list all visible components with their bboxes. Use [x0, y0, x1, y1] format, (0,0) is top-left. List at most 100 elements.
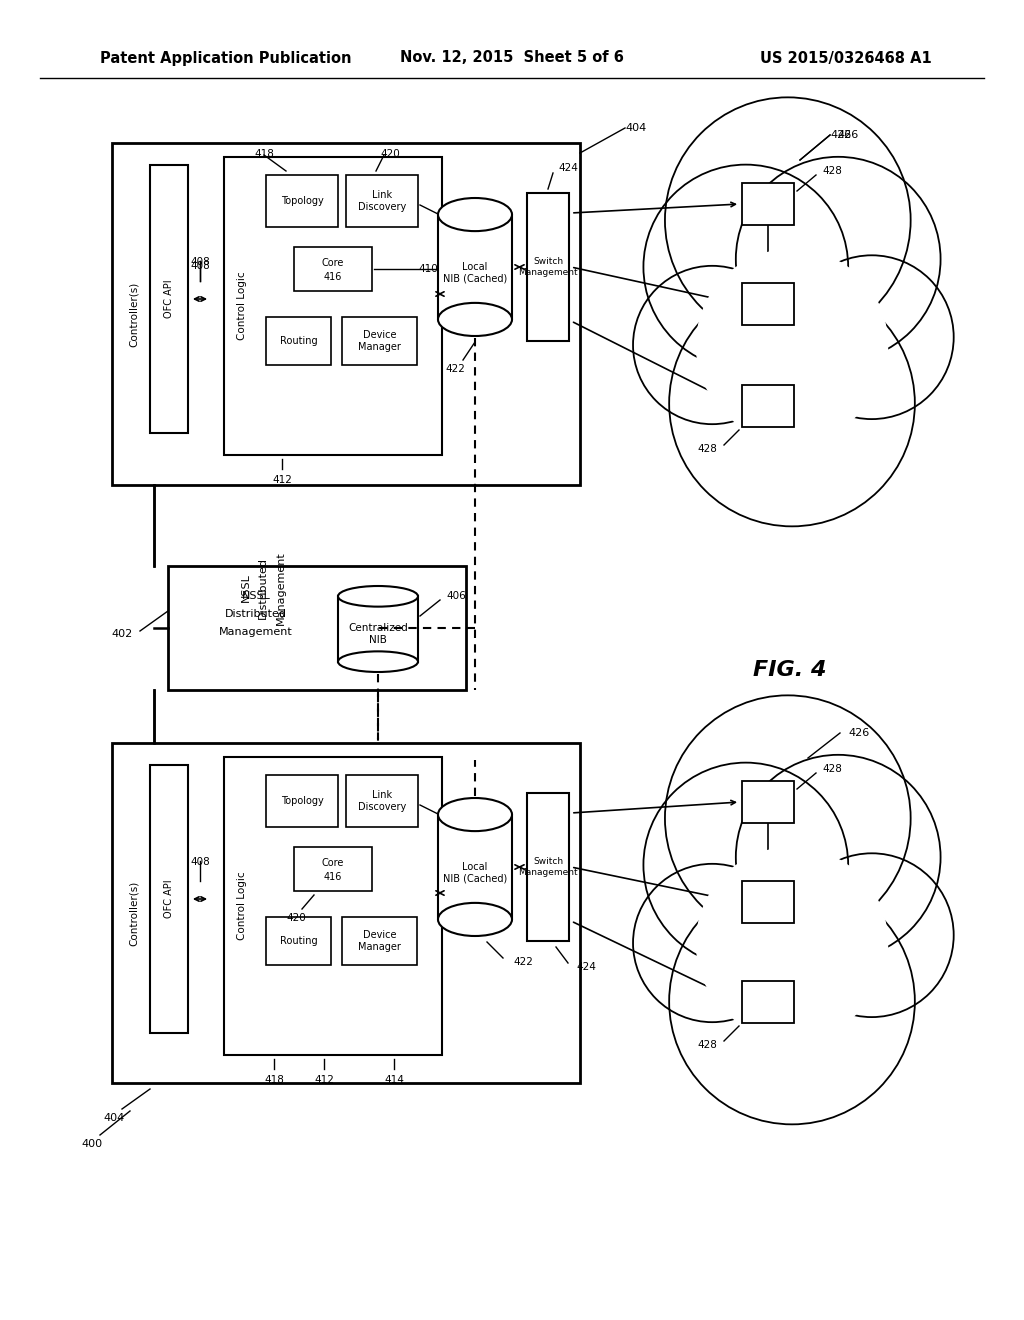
Text: 400: 400	[82, 1139, 102, 1148]
Text: Distributed: Distributed	[258, 557, 268, 619]
Text: OFS: OFS	[763, 892, 773, 912]
Ellipse shape	[438, 799, 512, 832]
Bar	[742, 385, 794, 426]
Bar	[438, 814, 512, 920]
Bar	[438, 215, 512, 319]
Text: 422: 422	[513, 957, 532, 968]
Ellipse shape	[338, 586, 418, 607]
Text: 428: 428	[822, 898, 842, 907]
Bar	[294, 247, 372, 290]
Bar	[224, 157, 442, 455]
Bar	[338, 597, 418, 661]
Bar	[112, 743, 580, 1082]
Text: Routing: Routing	[280, 337, 317, 346]
Text: 416: 416	[324, 873, 342, 882]
Text: 428: 428	[697, 1040, 717, 1049]
Bar	[112, 143, 580, 484]
Text: 424: 424	[558, 162, 578, 173]
Text: OFS: OFS	[763, 194, 773, 214]
Text: 428: 428	[822, 166, 842, 176]
Bar	[150, 165, 188, 433]
Text: 412: 412	[314, 1074, 334, 1085]
Text: 412: 412	[272, 475, 292, 484]
Text: OFS: OFS	[763, 792, 773, 812]
Circle shape	[665, 98, 910, 343]
Text: 428: 428	[697, 444, 717, 454]
Text: Management: Management	[276, 552, 286, 624]
Text: 414: 414	[384, 1074, 403, 1085]
Circle shape	[790, 255, 953, 420]
Text: 426: 426	[837, 129, 858, 140]
Bar	[224, 756, 442, 1055]
Bar	[527, 793, 569, 941]
Circle shape	[643, 165, 848, 370]
Text: Routing: Routing	[280, 936, 317, 946]
Circle shape	[669, 879, 914, 1125]
Text: Switch
Management: Switch Management	[518, 257, 578, 277]
Ellipse shape	[438, 302, 512, 337]
Text: NSSL: NSSL	[242, 591, 270, 601]
Text: OFC API: OFC API	[164, 879, 174, 919]
Text: 402: 402	[112, 630, 133, 639]
Text: Management: Management	[219, 627, 293, 638]
Text: 418: 418	[264, 1074, 284, 1085]
Bar	[168, 566, 466, 690]
Bar	[266, 775, 338, 828]
Text: Link
Discovery: Link Discovery	[357, 791, 407, 812]
Text: 404: 404	[103, 1113, 125, 1123]
Text: Control Logic: Control Logic	[237, 272, 247, 341]
Ellipse shape	[438, 903, 512, 936]
Text: 428: 428	[822, 764, 842, 774]
Text: 408: 408	[190, 857, 210, 867]
Text: OFS: OFS	[763, 293, 773, 314]
Text: Controller(s): Controller(s)	[129, 880, 139, 945]
Text: OFS: OFS	[763, 396, 773, 416]
Text: 428: 428	[822, 300, 842, 309]
Text: 410: 410	[418, 264, 438, 275]
Text: 408: 408	[190, 257, 210, 267]
Bar	[342, 317, 417, 366]
Ellipse shape	[338, 651, 418, 672]
Text: 410: 410	[449, 814, 468, 824]
Text: NSSL: NSSL	[241, 574, 251, 602]
Text: 422: 422	[445, 364, 465, 374]
Text: 420: 420	[380, 149, 400, 158]
Bar	[346, 176, 418, 227]
Bar	[150, 766, 188, 1034]
Text: 426: 426	[848, 729, 869, 738]
Text: Controller(s): Controller(s)	[129, 281, 139, 347]
Text: 424: 424	[575, 962, 596, 972]
Text: Local
NIB (Cached): Local NIB (Cached)	[442, 263, 507, 284]
Text: Device
Manager: Device Manager	[358, 330, 401, 352]
Circle shape	[633, 863, 792, 1022]
Circle shape	[696, 847, 888, 1039]
Circle shape	[669, 281, 914, 527]
Bar	[742, 183, 794, 224]
Text: Local
NIB (Cached): Local NIB (Cached)	[442, 862, 507, 884]
Text: 416: 416	[324, 272, 342, 282]
Text: 408: 408	[190, 261, 210, 271]
Text: Nov. 12, 2015  Sheet 5 of 6: Nov. 12, 2015 Sheet 5 of 6	[400, 50, 624, 66]
Text: FIG. 4: FIG. 4	[754, 660, 826, 680]
Bar	[294, 847, 372, 891]
Bar	[742, 981, 794, 1023]
Circle shape	[736, 755, 941, 960]
Circle shape	[665, 696, 910, 941]
Text: Link
Discovery: Link Discovery	[357, 190, 407, 211]
Text: 410: 410	[449, 214, 468, 224]
Text: OFS: OFS	[763, 991, 773, 1012]
Bar	[346, 775, 418, 828]
Circle shape	[736, 157, 941, 362]
Bar	[266, 917, 331, 965]
Text: OFC API: OFC API	[164, 280, 174, 318]
Circle shape	[696, 249, 888, 441]
Text: Core: Core	[322, 257, 344, 268]
Text: Topology: Topology	[281, 195, 324, 206]
Bar	[742, 880, 794, 923]
Circle shape	[633, 265, 792, 424]
Bar	[742, 781, 794, 822]
Text: 404: 404	[625, 123, 646, 133]
Text: US 2015/0326468 A1: US 2015/0326468 A1	[760, 50, 932, 66]
Bar	[342, 917, 417, 965]
Circle shape	[790, 853, 953, 1018]
